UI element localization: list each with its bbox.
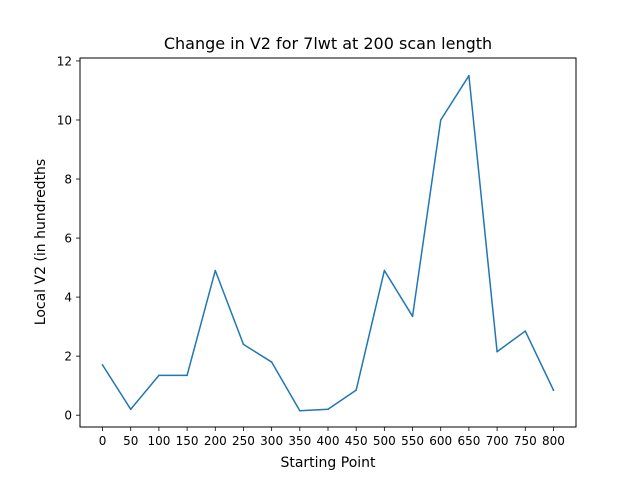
x-axis-label: Starting Point	[280, 455, 376, 471]
x-tick-label: 350	[288, 434, 311, 448]
x-tick-label: 400	[317, 434, 340, 448]
data-point	[355, 389, 357, 391]
data-point	[214, 269, 217, 272]
data-point	[299, 409, 301, 412]
y-axis-label: Local V2 (in hundredths	[33, 159, 49, 325]
data-point	[270, 361, 273, 363]
y-tick-label: 6	[64, 232, 72, 246]
data-point	[158, 374, 160, 377]
data-point	[411, 315, 414, 318]
x-tick-label: 0	[99, 434, 107, 448]
data-point	[242, 343, 245, 346]
data-point	[496, 350, 498, 353]
x-tick-label: 300	[260, 434, 283, 448]
x-tick-label: 450	[345, 434, 368, 448]
y-tick-label: 8	[64, 173, 72, 187]
x-tick-label: 700	[486, 434, 509, 448]
chart-title: Change in V2 for 7lwt at 200 scan length	[164, 34, 492, 53]
x-tick-label: 250	[232, 434, 255, 448]
data-point	[552, 389, 555, 391]
data-point	[439, 119, 442, 121]
data-point	[383, 269, 386, 272]
x-tick-label: 800	[542, 434, 565, 448]
data-point	[186, 374, 188, 377]
x-axis: 0 50 100 150 200 250 300 350 400 450 500 550 600 650 7…	[99, 427, 565, 448]
y-tick-label: 4	[64, 291, 72, 305]
x-tick-label: 200	[204, 434, 227, 448]
x-tick-label: 100	[147, 434, 170, 448]
x-tick-label: 750	[514, 434, 537, 448]
x-tick-label: 500	[373, 434, 396, 448]
y-tick-label: 0	[64, 409, 72, 423]
data-point	[129, 408, 132, 411]
x-tick-label: 550	[401, 434, 424, 448]
y-tick-label: 2	[64, 350, 72, 364]
y-tick-label: 12	[57, 54, 72, 68]
x-tick-label: 650	[457, 434, 480, 448]
data-point	[468, 74, 470, 77]
x-tick-label: 50	[123, 434, 138, 448]
y-axis: 0 2 4 6 8 10 12	[57, 54, 80, 423]
data-point	[327, 408, 329, 411]
data-point	[524, 330, 527, 332]
plot-area	[101, 74, 555, 412]
x-tick-label: 150	[176, 434, 199, 448]
x-tick-label: 600	[429, 434, 452, 448]
y-tick-label: 10	[57, 113, 72, 127]
data-point	[101, 364, 104, 366]
